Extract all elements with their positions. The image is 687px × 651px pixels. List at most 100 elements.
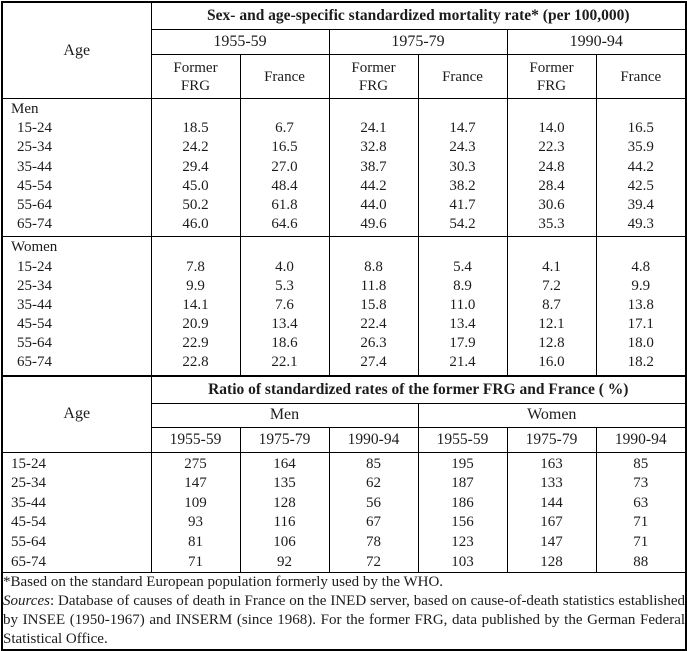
rate-value: 18.6 <box>271 335 298 352</box>
rate-value: 44.0 <box>360 196 387 213</box>
spacer <box>597 238 685 257</box>
ratio-value: 195 <box>417 452 508 475</box>
spacer <box>419 238 506 257</box>
footnote-row: *Based on the standard European populati… <box>1 572 687 651</box>
ratio-value: 106 <box>239 533 330 553</box>
ratio-value: 133 <box>506 474 597 494</box>
rate-value: 17.9 <box>449 335 476 352</box>
rate-value: 8.7 <box>542 296 561 313</box>
rate-value: 32.8 <box>360 139 387 156</box>
rate-value: 18.0 <box>627 335 654 352</box>
age-row-label: 45-54 <box>17 177 52 194</box>
rate-value: 48.4 <box>271 177 298 194</box>
rate-value: 24.1 <box>360 120 387 137</box>
rate-value: 24.2 <box>182 139 209 156</box>
age-row-label: 65-74 <box>1 552 152 573</box>
ratio-row: 55-64 81 106 78 123 147 71 <box>1 533 687 553</box>
spacer <box>330 238 417 257</box>
rate-value: 13.4 <box>449 316 476 333</box>
ratio-value: 147 <box>150 474 241 494</box>
age-row-label: 15-24 <box>1 452 152 475</box>
rate-value: 35.3 <box>538 216 565 233</box>
rate-value: 4.8 <box>631 258 651 275</box>
ratio-value: 163 <box>506 452 597 475</box>
age-column: Men 15-24 25-34 35-44 45-54 55-64 65-74 <box>1 97 152 238</box>
country-header: Former FRG <box>506 54 597 99</box>
spacer <box>419 100 506 119</box>
age-row-label: 25-34 <box>17 277 52 294</box>
rate-column: 7.8 9.9 14.1 20.9 22.9 22.8 <box>150 236 241 377</box>
rate-value: 16.5 <box>627 120 654 137</box>
rate-value: 44.2 <box>360 177 387 194</box>
ratio-value: 88 <box>595 552 687 573</box>
rate-column: 4.0 5.3 7.6 13.4 18.6 22.1 <box>239 236 330 377</box>
age-row-label: 55-64 <box>17 196 52 213</box>
rate-value: 27.0 <box>271 158 298 175</box>
ratio-value: 78 <box>328 533 419 553</box>
rate-value: 20.9 <box>182 316 209 333</box>
ratio-value: 144 <box>506 493 597 514</box>
age-row-label: 35-44 <box>17 158 52 175</box>
age-row-label: 65-74 <box>17 354 52 371</box>
rate-value: 4.0 <box>275 258 294 275</box>
rate-value: 17.1 <box>627 316 654 333</box>
period-header: 1990-94 <box>506 29 687 55</box>
rate-column: 4.8 9.9 13.8 17.1 18.0 18.2 <box>595 236 687 377</box>
rate-column: 8.8 11.8 15.8 22.4 26.3 27.4 <box>328 236 419 377</box>
rate-value: 13.4 <box>271 316 298 333</box>
period-header: 1955-59 <box>150 426 241 453</box>
ratio-row: 65-74 71 92 72 103 128 88 <box>1 552 687 573</box>
rate-value: 24.8 <box>538 158 565 175</box>
rate-value: 11.8 <box>360 277 387 294</box>
period-header: 1975-79 <box>239 426 330 453</box>
spacer <box>330 100 417 119</box>
rate-value: 16.0 <box>538 354 565 371</box>
group-header-women: Women <box>417 402 687 428</box>
ratio-value: 128 <box>239 493 330 514</box>
rate-value: 45.0 <box>182 177 209 194</box>
ratio-value: 275 <box>150 452 241 475</box>
rate-value: 49.6 <box>360 216 387 233</box>
ratio-value: 186 <box>417 493 508 514</box>
rate-value: 22.8 <box>182 354 209 371</box>
rate-value: 14.0 <box>538 120 565 137</box>
age-row-label: 65-74 <box>17 216 52 233</box>
table2-title-row: Age Ratio of standardized rates of the f… <box>1 374 687 453</box>
ratio-row: 15-24 275 164 85 195 163 85 <box>1 452 687 475</box>
country-header: Former FRG <box>150 54 241 99</box>
period-header: 1955-59 <box>150 29 330 55</box>
ratio-value: 71 <box>595 513 687 533</box>
ratio-value: 164 <box>239 452 330 475</box>
rate-value: 42.5 <box>627 177 654 194</box>
rate-value: 7.8 <box>186 258 205 275</box>
ratio-value: 63 <box>595 493 687 514</box>
rate-column: 16.5 35.9 44.2 42.5 39.4 49.3 <box>595 97 687 238</box>
rate-value: 64.6 <box>271 216 298 233</box>
ratio-value: 109 <box>150 493 241 514</box>
rate-value: 12.8 <box>538 335 565 352</box>
rate-value: 27.4 <box>360 354 387 371</box>
rate-value: 35.9 <box>627 139 654 156</box>
ratio-value: 71 <box>595 533 687 553</box>
rate-column: 6.7 16.5 27.0 48.4 61.8 64.6 <box>239 97 330 238</box>
table2-age-header: Age <box>1 374 152 453</box>
rate-value: 14.1 <box>182 296 209 313</box>
footnote-cell: *Based on the standard European populati… <box>1 572 687 651</box>
rate-value: 22.4 <box>360 316 387 333</box>
rate-column: 18.5 24.2 29.4 45.0 50.2 46.0 <box>150 97 241 238</box>
rate-value: 28.4 <box>538 177 565 194</box>
ratio-value: 85 <box>595 452 687 475</box>
rate-value: 8.9 <box>453 277 472 294</box>
age-row-label: 15-24 <box>17 120 52 137</box>
rate-column: 14.7 24.3 30.3 38.2 41.7 54.2 <box>417 97 508 238</box>
rate-value: 29.4 <box>182 158 209 175</box>
age-row-label: 25-34 <box>1 474 152 494</box>
ratio-value: 128 <box>506 552 597 573</box>
ratio-value: 67 <box>328 513 419 533</box>
men-section-row: Men 15-24 25-34 35-44 45-54 55-64 65-74 … <box>1 97 687 238</box>
ratio-value: 92 <box>239 552 330 573</box>
ratio-value: 135 <box>239 474 330 494</box>
spacer <box>508 100 595 119</box>
